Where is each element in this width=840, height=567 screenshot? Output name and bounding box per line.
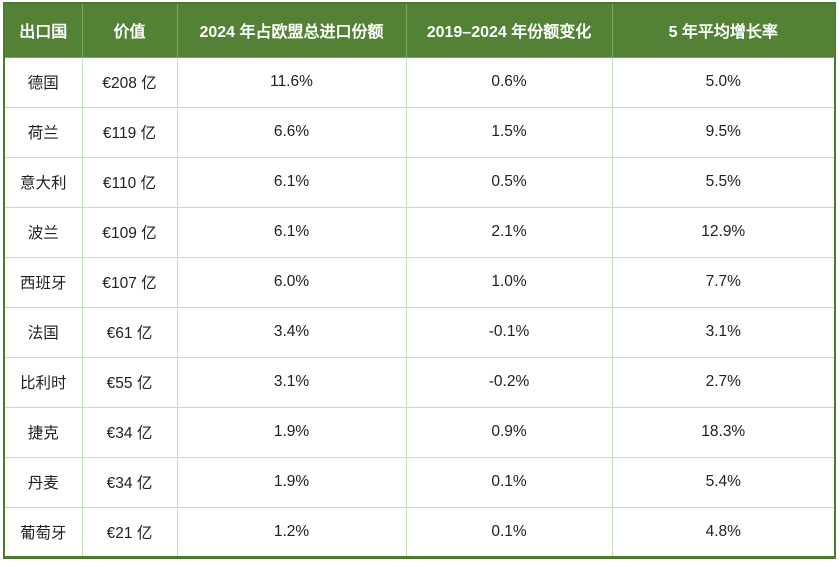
cell-value: €55 亿 [81,356,178,408]
cell-share: 6.6% [176,106,407,158]
table-row: 比利时 €55 亿 3.1% -0.2% 2.7% [3,356,836,408]
cell-growth: 4.8% [611,506,836,558]
cell-change: 0.1% [405,506,613,558]
cell-growth: 7.7% [611,256,836,308]
cell-country: 德国 [3,56,83,108]
cell-value: €61 亿 [81,306,178,358]
cell-share: 6.1% [176,156,407,208]
eu-import-table-container: 出口国 价值 2024 年占欧盟总进口份额 2019–2024 年份额变化 5 … [3,2,836,559]
cell-growth: 12.9% [611,206,836,258]
cell-change: -0.1% [405,306,613,358]
cell-country: 法国 [3,306,83,358]
cell-country: 荷兰 [3,106,83,158]
cell-country: 葡萄牙 [3,506,83,558]
table-row: 捷克 €34 亿 1.9% 0.9% 18.3% [3,406,836,458]
cell-value: €21 亿 [81,506,178,558]
cell-value: €119 亿 [81,106,178,158]
cell-share: 1.9% [176,406,407,458]
cell-change: 1.5% [405,106,613,158]
cell-growth: 2.7% [611,356,836,408]
cell-share: 3.4% [176,306,407,358]
cell-change: 0.1% [405,456,613,508]
table-header: 出口国 价值 2024 年占欧盟总进口份额 2019–2024 年份额变化 5 … [3,2,836,58]
table-row: 西班牙 €107 亿 6.0% 1.0% 7.7% [3,256,836,308]
cell-country: 西班牙 [3,256,83,308]
cell-growth: 3.1% [611,306,836,358]
cell-change: 2.1% [405,206,613,258]
cell-change: 0.5% [405,156,613,208]
cell-share: 6.1% [176,206,407,258]
cell-country: 丹麦 [3,456,83,508]
eu-import-table: 出口国 价值 2024 年占欧盟总进口份额 2019–2024 年份额变化 5 … [3,2,836,559]
cell-growth: 5.4% [611,456,836,508]
cell-value: €34 亿 [81,406,178,458]
cell-value: €208 亿 [81,56,178,108]
col-header-growth: 5 年平均增长率 [611,2,836,58]
cell-change: 0.9% [405,406,613,458]
cell-share: 6.0% [176,256,407,308]
col-header-share: 2024 年占欧盟总进口份额 [176,2,407,58]
table-body: 德国 €208 亿 11.6% 0.6% 5.0% 荷兰 €119 亿 6.6%… [3,56,836,558]
cell-country: 意大利 [3,156,83,208]
col-header-change: 2019–2024 年份额变化 [405,2,613,58]
table-row: 丹麦 €34 亿 1.9% 0.1% 5.4% [3,456,836,508]
col-header-value: 价值 [81,2,178,58]
cell-share: 3.1% [176,356,407,408]
table-row: 荷兰 €119 亿 6.6% 1.5% 9.5% [3,106,836,158]
cell-share: 1.2% [176,506,407,558]
table-row: 德国 €208 亿 11.6% 0.6% 5.0% [3,56,836,108]
cell-growth: 18.3% [611,406,836,458]
cell-share: 1.9% [176,456,407,508]
table-row: 法国 €61 亿 3.4% -0.1% 3.1% [3,306,836,358]
cell-value: €109 亿 [81,206,178,258]
cell-growth: 5.5% [611,156,836,208]
table-row: 意大利 €110 亿 6.1% 0.5% 5.5% [3,156,836,208]
cell-growth: 5.0% [611,56,836,108]
col-header-country: 出口国 [3,2,83,58]
table-row: 波兰 €109 亿 6.1% 2.1% 12.9% [3,206,836,258]
cell-value: €110 亿 [81,156,178,208]
cell-country: 比利时 [3,356,83,408]
header-row: 出口国 价值 2024 年占欧盟总进口份额 2019–2024 年份额变化 5 … [3,2,836,58]
cell-country: 捷克 [3,406,83,458]
cell-change: 1.0% [405,256,613,308]
cell-share: 11.6% [176,56,407,108]
table-row: 葡萄牙 €21 亿 1.2% 0.1% 4.8% [3,506,836,558]
cell-change: 0.6% [405,56,613,108]
cell-value: €107 亿 [81,256,178,308]
cell-country: 波兰 [3,206,83,258]
cell-change: -0.2% [405,356,613,408]
cell-value: €34 亿 [81,456,178,508]
cell-growth: 9.5% [611,106,836,158]
